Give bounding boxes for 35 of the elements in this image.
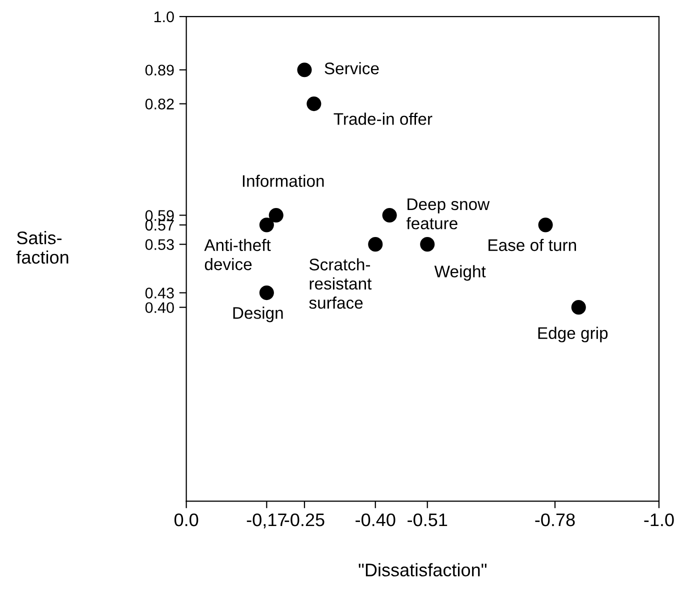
y-tick-label: 0.82 (145, 98, 174, 110)
point (259, 286, 274, 300)
y-tick-label: 0.40 (145, 302, 174, 314)
x-tick-label: -0.51 (408, 513, 448, 526)
x-tick-label: -0,17 (246, 513, 286, 528)
point (368, 237, 383, 252)
annotation: Design (233, 306, 283, 322)
point (259, 218, 274, 232)
annotation: Ease of turn (488, 238, 576, 252)
point (571, 300, 586, 315)
y-tick-label: 0.43 (145, 288, 174, 298)
annotation: Service (324, 62, 379, 74)
annotation: Information (242, 174, 324, 187)
x-tick-label: -0.78 (535, 513, 575, 526)
point (306, 96, 322, 112)
point (420, 237, 435, 252)
x-tick-label: -0.25 (284, 513, 324, 526)
annotation: Edge grip (538, 326, 608, 342)
annotation: Deep snow feature (406, 198, 490, 230)
point (268, 208, 284, 223)
y-axis-title: Satis- faction (16, 231, 68, 264)
point (538, 218, 553, 232)
x-tick-label: -0.40 (356, 513, 396, 526)
x-tick-label: -1.0 (644, 513, 674, 526)
annotation: Scratch- resistant surface (309, 258, 372, 309)
y-tick-label: 1.0 (154, 11, 174, 22)
x-axis-title: "Dissatisfaction" (358, 563, 486, 576)
point (382, 208, 397, 223)
point (297, 62, 312, 78)
y-tick-label: 0.53 (145, 239, 174, 250)
annotation: Anti-theft device (204, 238, 271, 270)
y-tick-label: 0.89 (145, 64, 174, 76)
annotation: Weight (434, 265, 486, 281)
annotation: Trade-in offer (334, 112, 432, 125)
x-tick-label: 0.0 (174, 513, 198, 526)
